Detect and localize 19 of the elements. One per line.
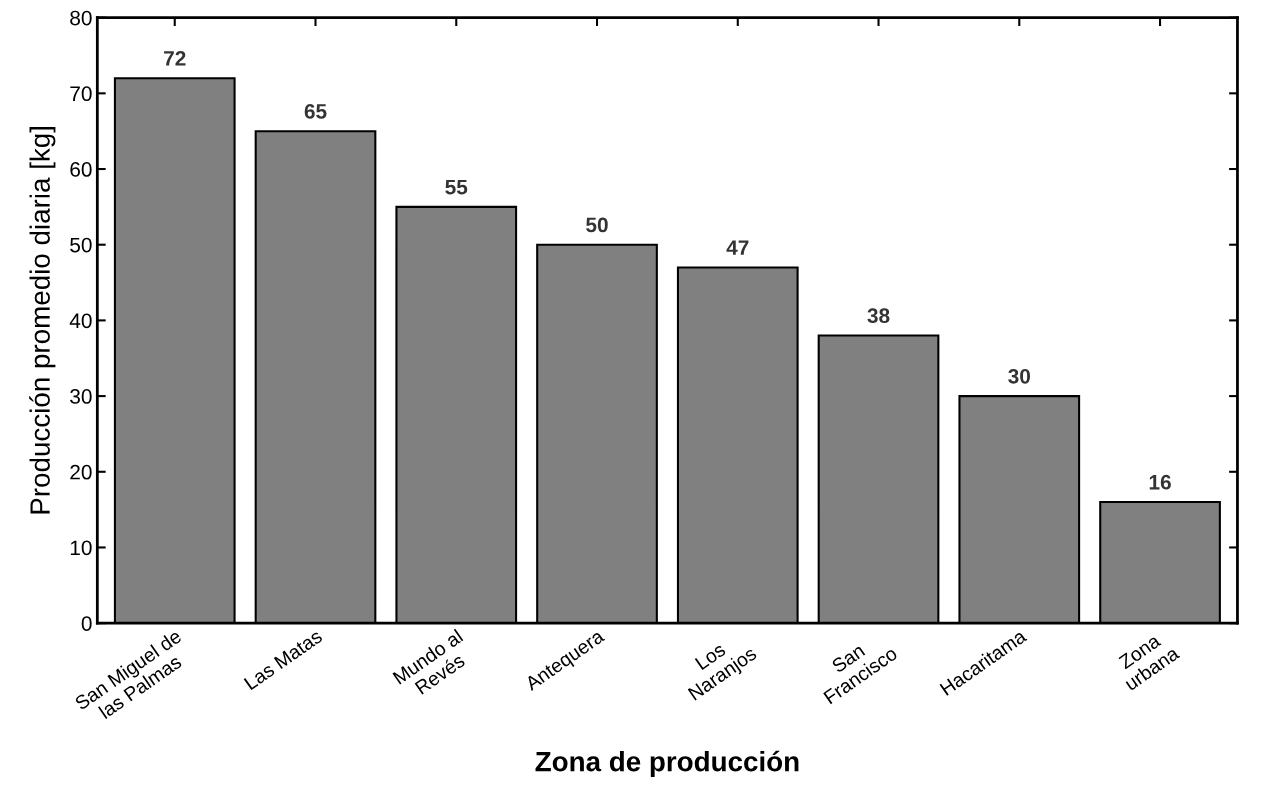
y-tick-label: 60 bbox=[70, 162, 92, 177]
y-axis-title: Producción promedio diaria [kg] bbox=[29, 127, 56, 514]
data-label: 47 bbox=[726, 240, 749, 255]
data-label: 65 bbox=[304, 103, 327, 119]
data-label: 38 bbox=[867, 308, 890, 324]
data-label: 50 bbox=[586, 217, 608, 233]
data-label: 55 bbox=[445, 179, 468, 195]
data-label: 30 bbox=[1008, 368, 1031, 384]
y-tick-label: 0 bbox=[81, 616, 92, 631]
y-tick-label: 20 bbox=[70, 464, 92, 480]
y-tick-label: 40 bbox=[69, 313, 92, 329]
y-tick-label: 10 bbox=[70, 540, 92, 556]
y-tick-label: 80 bbox=[70, 10, 92, 26]
y-tick-label: 70 bbox=[70, 86, 92, 102]
x-axis-title: Zona de producción bbox=[535, 750, 799, 777]
data-label: 72 bbox=[164, 50, 186, 66]
data-label: 16 bbox=[1149, 474, 1171, 490]
y-tick-label: 50 bbox=[70, 237, 92, 253]
y-tick-label: 30 bbox=[70, 389, 92, 404]
